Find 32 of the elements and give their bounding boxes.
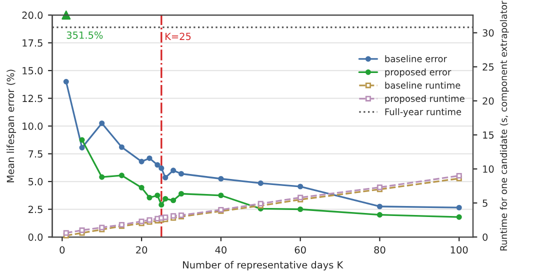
- y2-tick-label: 15: [483, 131, 494, 139]
- x-tick-label: 80: [374, 246, 386, 254]
- x-tick-label: 0: [60, 246, 65, 254]
- annotation: 351.5%: [66, 31, 103, 39]
- y2-axis-title: Runtime for one candidate (s, component extrapolator: [500, 0, 509, 250]
- y-tick-label: 7.5: [28, 150, 42, 158]
- y2-tick-label: 20: [482, 97, 494, 105]
- x-tick-label: 40: [215, 246, 226, 254]
- legend-label: baseline error: [385, 55, 447, 62]
- x-tick-label: 100: [450, 246, 468, 254]
- y-tick-label: 2.5: [28, 206, 42, 214]
- y-tick-label: 0.0: [28, 233, 43, 241]
- legend-label: proposed error: [385, 68, 452, 78]
- y-tick-label: 5.0: [28, 178, 43, 186]
- ref-line-label: K=25: [166, 32, 191, 40]
- y-tick-label: 10.0: [22, 122, 43, 130]
- y2-tick-label: 5: [482, 200, 488, 207]
- x-axis-title: Number of representative days K: [183, 261, 344, 270]
- x-tick-label: 60: [294, 246, 306, 254]
- y-axis-title: Mean lifespan error (%): [6, 70, 16, 182]
- legend-label: Full-year runtime: [385, 108, 462, 117]
- y2-tick-label: 25: [482, 63, 494, 71]
- y2-tick-label: 10: [483, 165, 494, 173]
- y2-tick-label: 30: [482, 29, 494, 37]
- legend-label: baseline runtime: [385, 82, 460, 89]
- x-tick-label: 20: [136, 246, 148, 254]
- y-tick-label: 20.0: [22, 12, 43, 19]
- legend-label: proposed runtime: [385, 94, 464, 104]
- y-tick-label: 12.5: [22, 94, 42, 102]
- y2-tick-label: 0: [482, 233, 488, 241]
- y-tick-label: 17.5: [22, 39, 42, 47]
- y-tick-label: 15.0: [22, 67, 43, 74]
